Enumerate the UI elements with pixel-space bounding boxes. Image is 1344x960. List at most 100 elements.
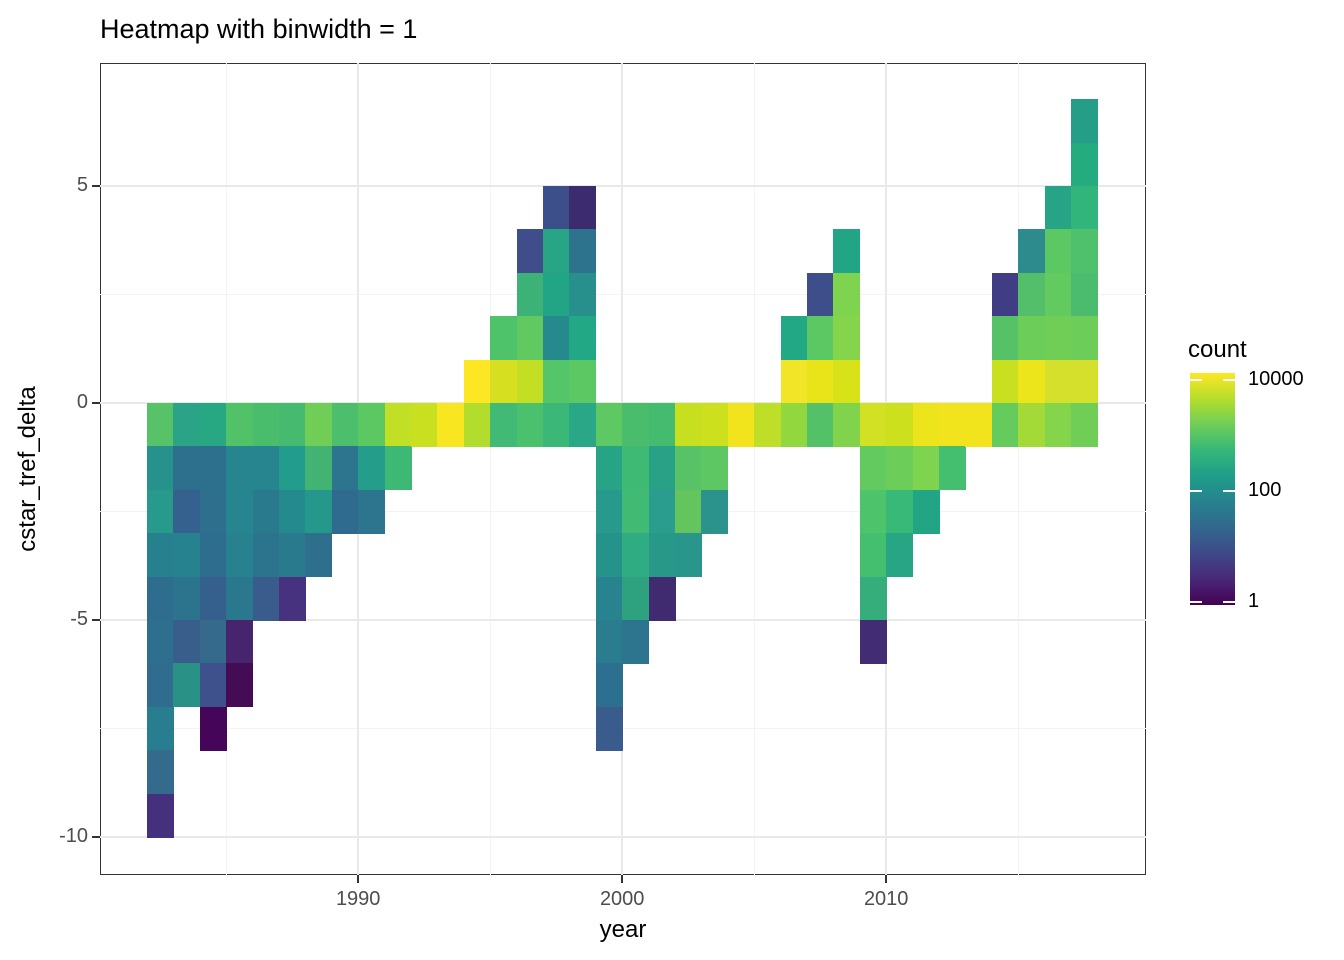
x-minor-gridline	[753, 63, 755, 875]
heatmap-cell	[543, 316, 570, 361]
heatmap-cell	[1071, 359, 1098, 404]
heatmap-cell	[859, 576, 887, 621]
heatmap-cell	[595, 620, 623, 664]
legend-tick-mark	[1190, 490, 1202, 493]
heatmap-cell	[648, 576, 676, 621]
heatmap-cell	[886, 403, 914, 447]
heatmap-cell	[173, 620, 201, 664]
heatmap-cell	[331, 489, 359, 534]
heatmap-cell	[252, 403, 280, 447]
heatmap-cell	[1071, 186, 1098, 230]
x-minor-gridline	[489, 63, 491, 875]
heatmap-cell	[279, 489, 306, 534]
heatmap-cell	[147, 533, 174, 578]
legend-title: count	[1188, 336, 1247, 363]
heatmap-cell	[807, 359, 834, 404]
heatmap-cell	[1018, 359, 1046, 404]
heatmap-cell	[305, 446, 333, 491]
heatmap-cell	[199, 663, 227, 708]
heatmap-cell	[437, 403, 465, 447]
heatmap-cell	[569, 403, 597, 447]
heatmap-cell	[859, 489, 887, 534]
heatmap-cell	[1018, 316, 1046, 361]
y-major-gridline	[100, 185, 1146, 187]
heatmap-cell	[252, 533, 280, 578]
heatmap-cell	[569, 272, 597, 317]
heatmap-cell	[516, 272, 544, 317]
heatmap-cell	[147, 750, 174, 795]
heatmap-cell	[173, 533, 201, 578]
heatmap-cell	[147, 446, 174, 491]
y-tick-mark	[92, 619, 100, 621]
heatmap-cell	[701, 446, 729, 491]
heatmap-cell	[780, 359, 808, 404]
heatmap-cell	[569, 359, 597, 404]
heatmap-cell	[1071, 99, 1098, 144]
heatmap-cell	[199, 489, 227, 534]
heatmap-cell	[490, 403, 518, 447]
heatmap-cell	[358, 489, 386, 534]
heatmap-cell	[807, 403, 834, 447]
heatmap-cell	[199, 403, 227, 447]
heatmap-cell	[226, 663, 254, 708]
heatmap-cell	[279, 576, 306, 621]
heatmap-cell	[384, 446, 412, 491]
heatmap-cell	[331, 446, 359, 491]
x-tick-label: 2000	[599, 888, 645, 910]
heatmap-cell	[463, 359, 491, 404]
heatmap-cell	[173, 446, 201, 491]
heatmap-cell	[305, 533, 333, 578]
heatmap-cell	[1044, 272, 1072, 317]
heatmap-cell	[1018, 272, 1046, 317]
heatmap-cell	[648, 403, 676, 447]
heatmap-cell	[543, 186, 570, 230]
heatmap-cell	[648, 489, 676, 534]
heatmap-cell	[965, 403, 993, 447]
heatmap-cell	[595, 403, 623, 447]
heatmap-cell	[331, 403, 359, 447]
heatmap-cell	[147, 706, 174, 751]
heatmap-cell	[463, 403, 491, 447]
heatmap-cell	[543, 403, 570, 447]
heatmap-cell	[384, 403, 412, 447]
y-tick-mark	[92, 185, 100, 187]
legend-tick-label: 10000	[1248, 368, 1304, 391]
heatmap-cell	[595, 446, 623, 491]
heatmap-cell	[939, 403, 966, 447]
heatmap-cell	[727, 403, 755, 447]
heatmap-cell	[780, 403, 808, 447]
heatmap-cell	[675, 403, 702, 447]
heatmap-cell	[1018, 403, 1046, 447]
heatmap-cell	[807, 272, 834, 317]
x-minor-gridline	[1017, 63, 1019, 875]
heatmap-cell	[1018, 229, 1046, 274]
heatmap-cell	[279, 446, 306, 491]
heatmap-cell	[226, 620, 254, 664]
legend-tick-mark	[1190, 379, 1202, 382]
heatmap-cell	[173, 576, 201, 621]
heatmap-cell	[675, 446, 702, 491]
x-axis-title: year	[599, 916, 647, 943]
heatmap-cell	[358, 403, 386, 447]
heatmap-cell	[595, 533, 623, 578]
heatmap-cell	[199, 620, 227, 664]
heatmap-cell	[595, 489, 623, 534]
heatmap-cell	[1071, 142, 1098, 187]
heatmap-cell	[622, 620, 650, 664]
heatmap-cell	[226, 446, 254, 491]
heatmap-cell	[516, 316, 544, 361]
heatmap-cell	[252, 446, 280, 491]
heatmap-cell	[675, 489, 702, 534]
plot-title: Heatmap with binwidth = 1	[100, 14, 418, 44]
heatmap-cell	[199, 576, 227, 621]
heatmap-cell	[199, 533, 227, 578]
heatmap-cell	[1071, 403, 1098, 447]
x-tick-mark	[885, 875, 888, 883]
heatmap-cell	[991, 272, 1019, 317]
heatmap-cell	[516, 229, 544, 274]
heatmap-cell	[939, 446, 966, 491]
heatmap-cell	[226, 489, 254, 534]
heatmap-cell	[991, 359, 1019, 404]
x-tick-label: 1990	[335, 888, 381, 910]
y-tick-mark	[92, 402, 100, 404]
